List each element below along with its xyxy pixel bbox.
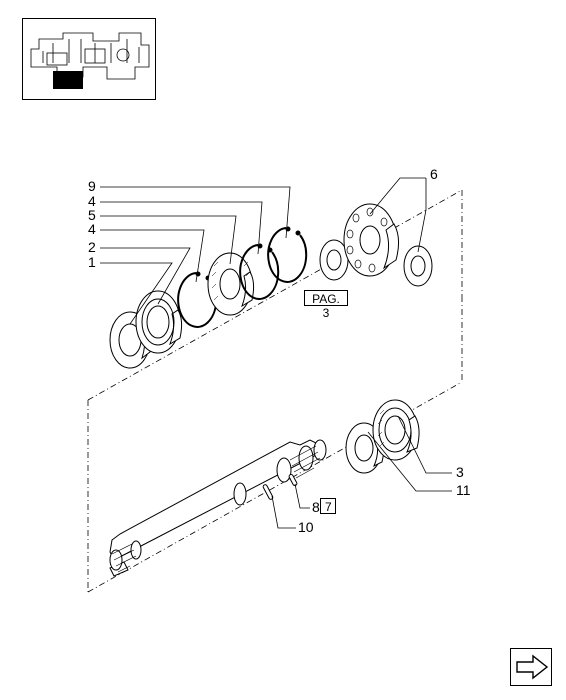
- callout-1: 1: [88, 254, 96, 270]
- upper-ring-group: [110, 204, 432, 368]
- next-page-arrow-icon: [511, 648, 551, 686]
- part-washer-6a: [320, 240, 348, 280]
- callout-9: 9: [88, 178, 96, 194]
- part-pin-10: [262, 484, 273, 500]
- next-page-button[interactable]: [510, 648, 552, 686]
- callout-10: 10: [298, 519, 314, 535]
- callout-5: 5: [88, 207, 96, 223]
- ref-7: 7: [320, 498, 336, 514]
- part-pin-8: [288, 474, 297, 486]
- callout-3: 3: [456, 464, 464, 480]
- callout-6: 6: [430, 166, 438, 182]
- exploded-diagram: [0, 0, 566, 700]
- part-ring-5: [208, 253, 254, 315]
- part-bearing-3: [373, 400, 419, 460]
- callout-2: 2: [88, 239, 96, 255]
- callout-11: 11: [456, 482, 471, 498]
- part-gear-6: [344, 204, 399, 276]
- part-shaft: [110, 440, 326, 576]
- ref-pag3: PAG. 3: [304, 290, 348, 306]
- callout-4b: 4: [88, 193, 96, 209]
- part-bearing-2: [136, 291, 182, 353]
- callout-8: 8: [312, 499, 320, 515]
- callout-4a: 4: [88, 221, 96, 237]
